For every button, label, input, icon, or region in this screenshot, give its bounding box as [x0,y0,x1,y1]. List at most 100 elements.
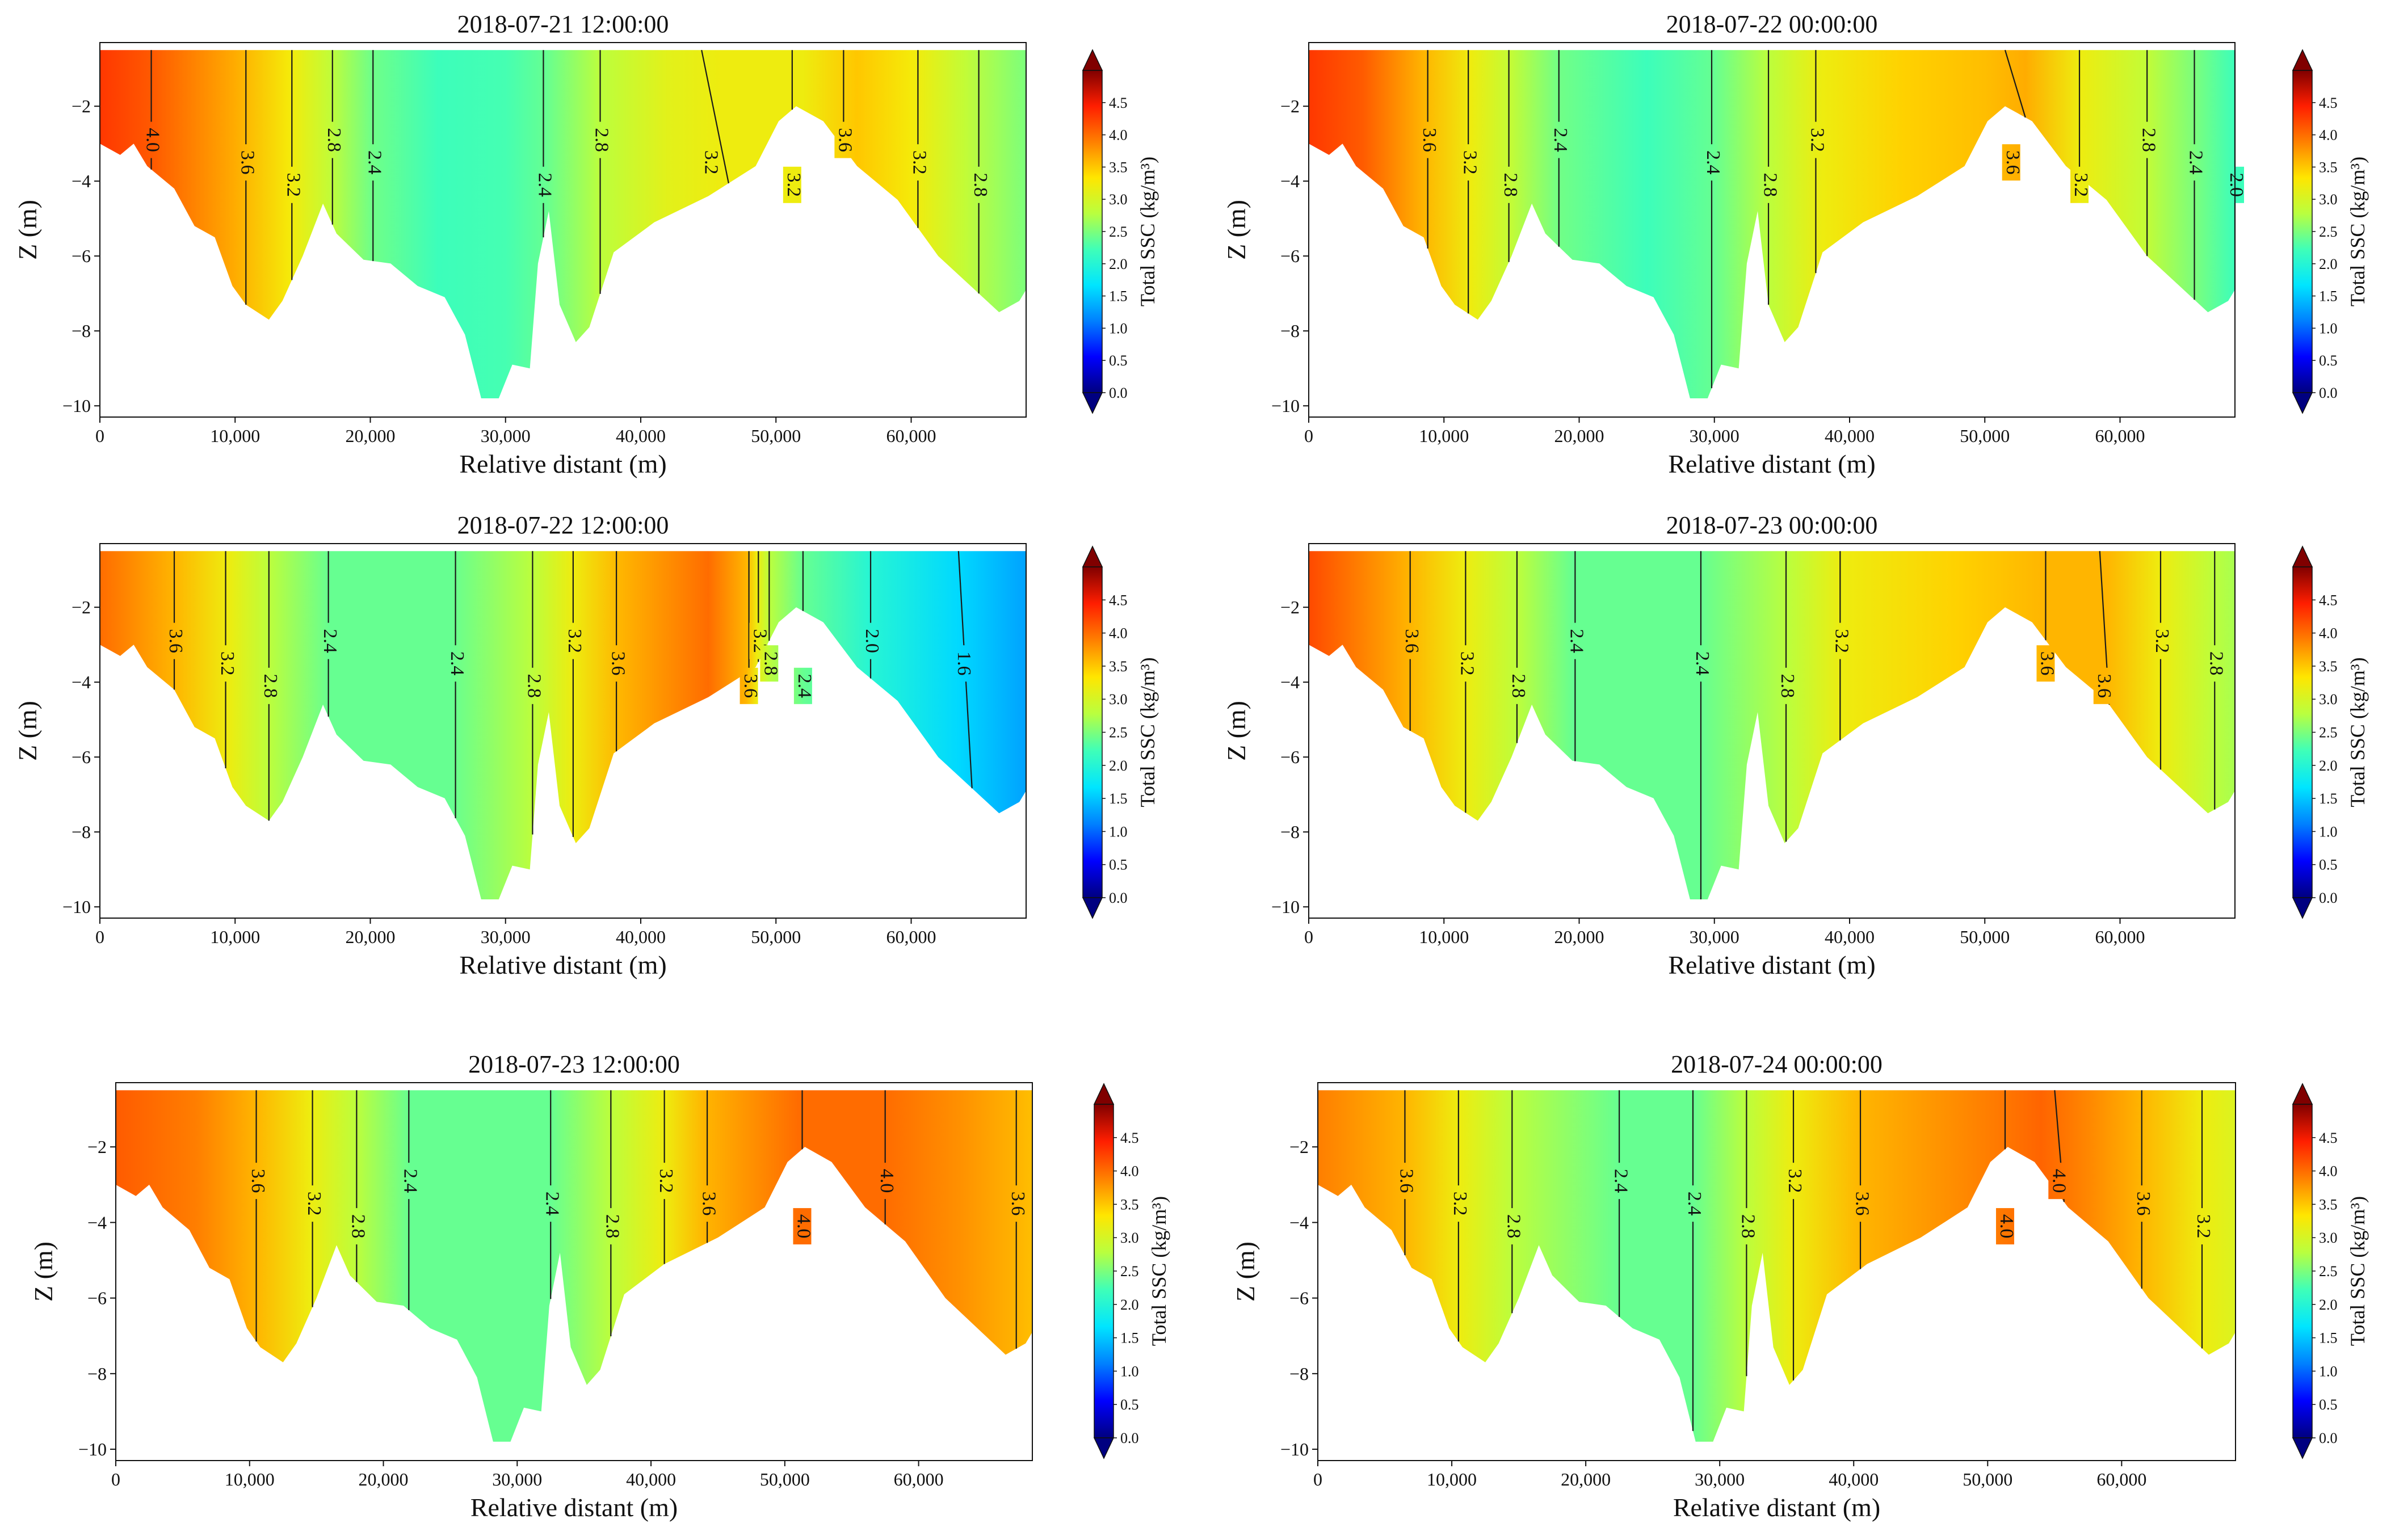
plot-frame [99,42,1027,418]
colorbar-tick-label: 3.5 [2319,1196,2338,1213]
colorbar-tick-label: 2.0 [1120,1297,1139,1313]
x-tick-label: 0 [1304,426,1313,446]
colorbar-tick-label: 4.0 [2319,127,2338,144]
colorbar-max-arrow [2292,545,2313,567]
y-tick-label: −8 [1280,321,1300,341]
colorbar-tick-label: 0.5 [2319,1396,2338,1413]
colorbar-tick-label: 2.5 [2319,1263,2338,1280]
x-tick-label: 40,000 [1825,927,1875,947]
x-axis-label: Relative distant (m) [1668,449,1875,478]
contour-label: 2.8 [591,128,612,152]
x-tick-label: 20,000 [345,426,395,446]
contour-label: 2.8 [602,1214,623,1239]
y-tick-label: −2 [1280,597,1300,617]
y-tick-label: −6 [72,246,91,266]
x-tick-label: 10,000 [1419,927,1469,947]
contour-label: 2.4 [1610,1169,1631,1193]
colorbar-tick-label: 3.0 [1109,691,1128,708]
contour-label: 3.2 [701,150,722,175]
colorbar-tick-label: 0.0 [1120,1430,1139,1446]
colorbar-tick-label: 1.0 [1109,823,1128,840]
y-tick-label: −10 [62,897,91,917]
contour-label: 2.4 [400,1169,421,1193]
colorbar-min-arrow [2292,897,2313,919]
contour-label-bg [247,1163,266,1200]
contour-label-bg [283,166,301,203]
x-tick-label: 50,000 [751,927,801,947]
contour-label-bg [1449,1185,1468,1222]
contour-label: 2.4 [541,1192,562,1216]
x-tick-label: 0 [111,1469,120,1489]
contour-label: 3.6 [1419,128,1440,152]
x-tick-label: 0 [95,426,104,446]
contour-label-bg [876,1163,894,1200]
colorbar-min-arrow [1082,392,1103,414]
colorbar-tick-label: 1.0 [2319,823,2338,840]
contour-label-bg [319,622,338,659]
contour-label-bg [969,166,988,203]
contour-label: 3.6 [835,128,856,152]
contour-label: 3.6 [237,150,258,175]
contour-label-bg [591,121,610,158]
x-tick-label: 0 [1304,927,1313,947]
plot-frame [1308,543,2236,919]
contour-label-bg [2138,121,2157,158]
contour-label: 3.2 [304,1192,325,1216]
contour-label: 3.6 [740,674,761,699]
contour-label-bg [2192,1208,2211,1245]
contour-label-bg [1459,144,1478,181]
panel-title: 2018-07-24 00:00:00 [1671,1050,1883,1078]
colorbar-tick-label: 4.0 [1120,1163,1139,1180]
contour-label-bg [862,622,880,659]
contour-label-bg [1418,121,1437,158]
x-tick-label: 40,000 [1825,426,1875,446]
contour-label-bg [793,667,812,704]
plot-frame [115,1082,1033,1461]
colorbar [2292,566,2313,898]
contour-label-bg [347,1208,366,1245]
contour-label-bg [1499,166,1518,203]
panel-2: 3.6 3.2 2.8 2.4 2.4 2.8 3.2 3.6 3.2 2.8 2.4 2.0 0 10,… [1222,10,2369,478]
contour-label: 2.8 [260,674,281,699]
colorbar-tick-label: 1.0 [1109,320,1128,336]
contour-label-bg [1995,1208,2014,1245]
ssc-field [100,551,1026,899]
x-tick-label: 40,000 [626,1469,676,1489]
contour-label: 2.4 [535,173,556,197]
contour-label: 3.2 [2070,173,2091,197]
contour-label: 2.4 [1703,150,1724,175]
colorbar-tick-label: 1.5 [1120,1330,1139,1347]
y-tick-label: −4 [72,672,91,692]
colorbar-tick-label: 1.5 [2319,790,2338,807]
contour-label: 2.8 [1500,173,1521,197]
x-tick-label: 60,000 [894,1469,944,1489]
colorbar-tick-label: 3.5 [2319,658,2338,675]
plot-frame [1317,1082,2236,1461]
contour-label: 3.2 [283,173,304,197]
contour-label: 3.6 [165,629,186,653]
y-tick-label: −2 [87,1137,107,1157]
colorbar-label: Total SSC (kg/m³) [1148,1196,1170,1346]
colorbar-tick-label: 2.5 [1109,224,1128,240]
colorbar [1082,70,1103,393]
contour-label: 3.6 [2094,674,2115,699]
contour-label-bg [534,166,553,203]
contour-label-bg [1851,1185,1870,1222]
ssc-field [1318,1090,2236,1442]
y-axis-label: Z (m) [1231,1242,1260,1302]
contour-label: 3.2 [2193,1214,2214,1239]
contour-label: 2.8 [1503,1214,1524,1239]
colorbar-max-arrow [1093,1083,1115,1105]
colorbar-max-arrow [2292,1083,2313,1105]
colorbar-tick-label: 1.0 [2319,320,2338,336]
contour-label-bg [2093,667,2112,704]
contour-label-bg [259,667,278,704]
y-tick-label: −6 [1280,246,1300,266]
colorbar-tick-label: 2.0 [1109,256,1128,272]
ssc-field [116,1090,1032,1442]
contour-label: 2.4 [1692,651,1713,676]
colorbar-tick-label: 4.0 [2319,625,2338,642]
y-tick-label: −4 [72,171,91,191]
y-tick-label: −10 [62,395,91,416]
